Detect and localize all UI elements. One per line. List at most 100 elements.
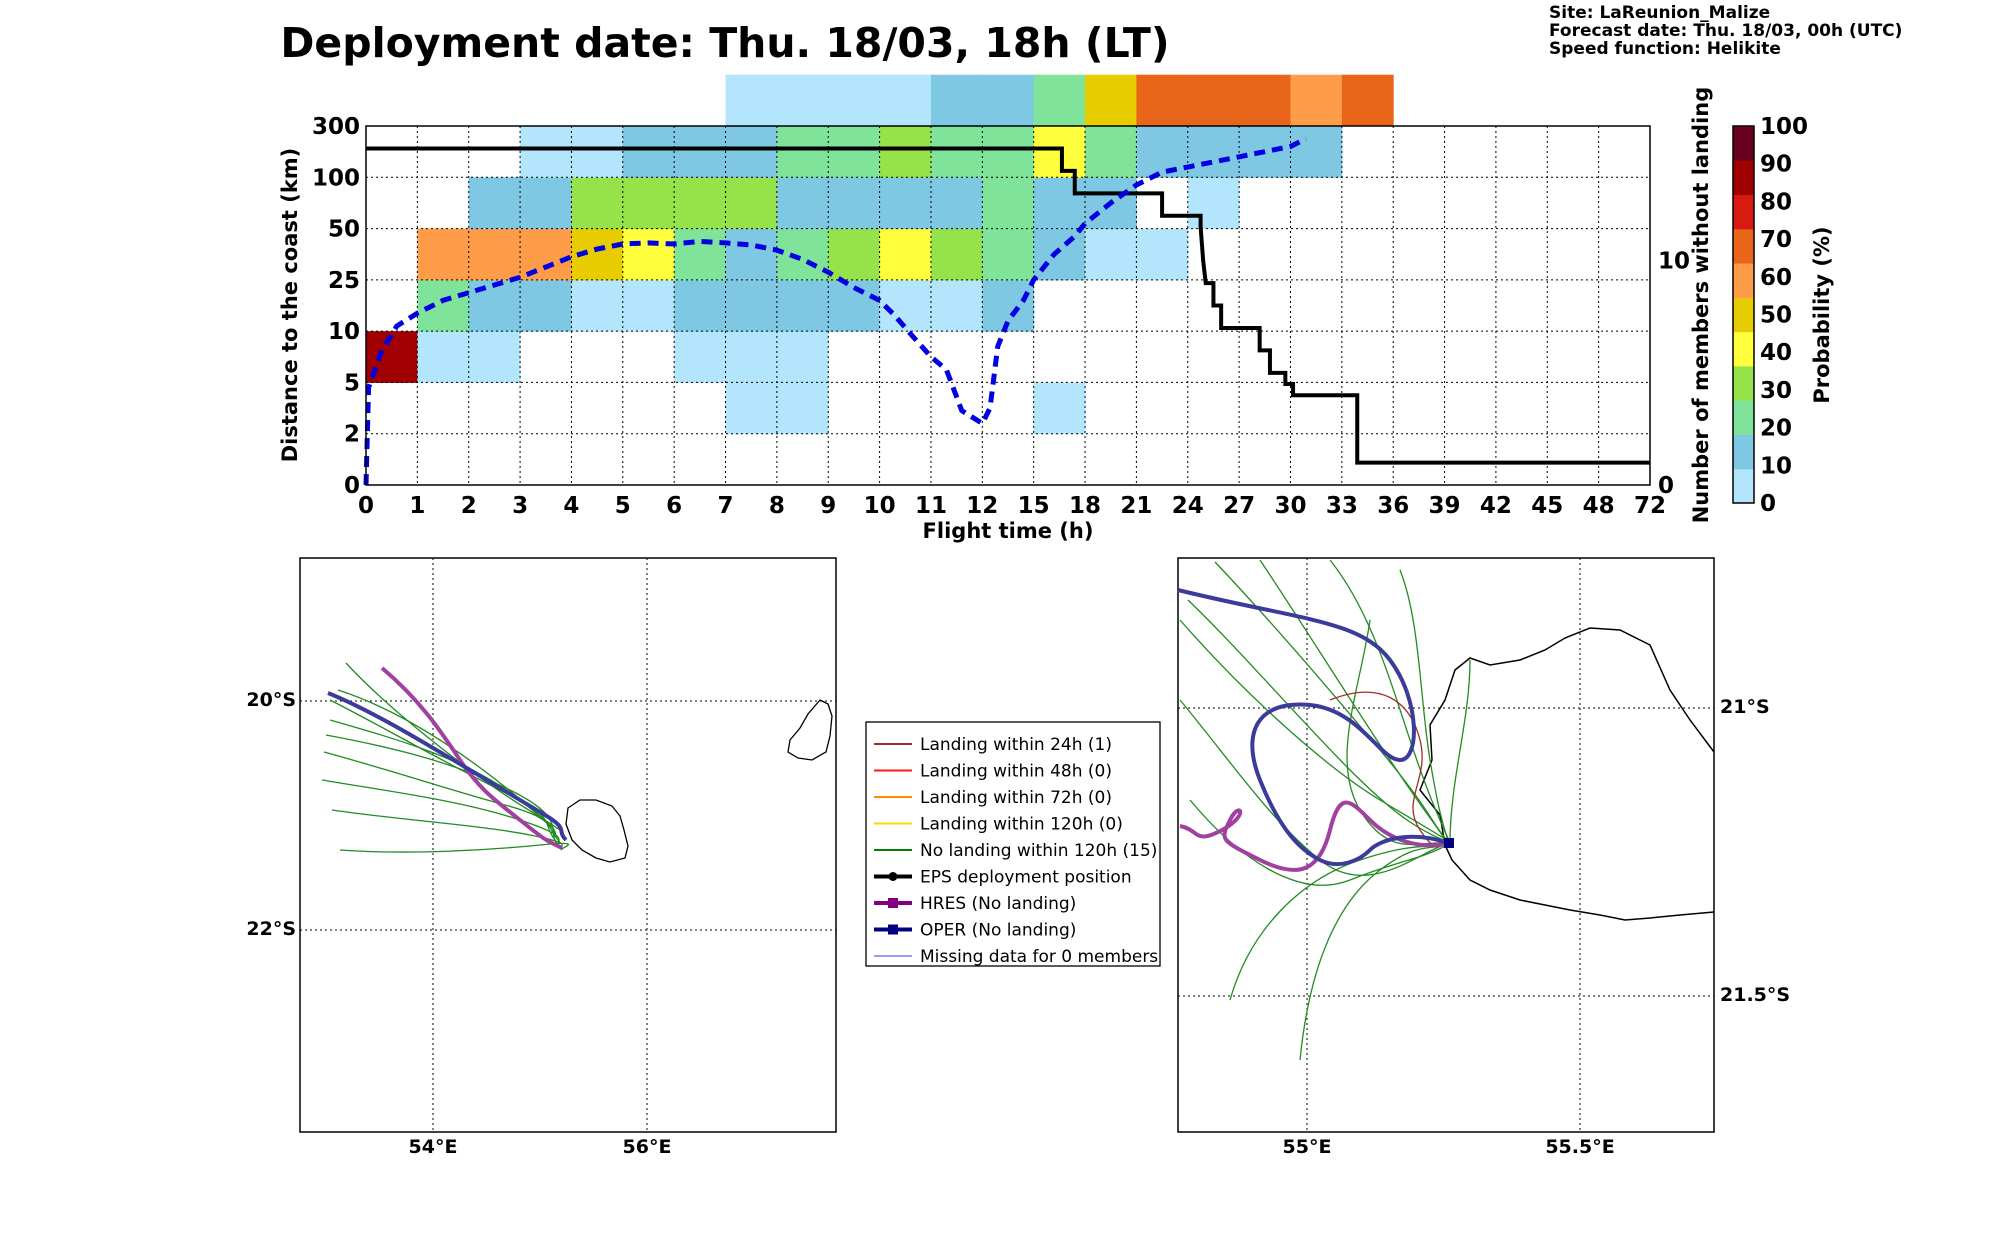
heatmap-cell-75 (1187, 74, 1240, 127)
legend-item-3: Landing within 120h (0) (874, 815, 1123, 835)
heatmap-cell-34 (1085, 228, 1137, 281)
colorbar-cell-1 (1733, 434, 1754, 470)
y-tick-50: 50 (328, 217, 360, 243)
heatmap-cell-3 (725, 382, 778, 435)
colorbar-cell-8 (1733, 194, 1754, 230)
x-tick-72: 72 (1634, 493, 1666, 519)
map-right-oper-track (1177, 588, 1449, 867)
heatmap-cell-36 (468, 177, 521, 230)
heatmap-cell-52 (622, 126, 675, 178)
heatmap-cell-30 (879, 228, 932, 281)
x-tick-15: 15 (1018, 493, 1050, 519)
heatmap-cell-56 (828, 126, 881, 178)
heatmap-cell-66 (725, 74, 778, 127)
legend-item-6: HRES (No landing) (874, 894, 1076, 914)
heatmap-cell-5 (1033, 382, 1086, 435)
heatmap-cell-49 (1187, 177, 1240, 230)
y-axis-label: Distance to the coast (km) (278, 148, 302, 463)
y-tick-10: 10 (328, 319, 360, 345)
x-tick-45: 45 (1531, 493, 1563, 519)
x-tick-12: 12 (966, 493, 998, 519)
heatmap-cell-61 (1085, 126, 1137, 178)
meta-forecast: Forecast date: Thu. 18/03, 00h (UTC) (1549, 21, 1902, 41)
colorbar-cell-7 (1733, 228, 1754, 264)
map-left-hres-track (380, 666, 563, 850)
heatmap-cell-26 (674, 228, 727, 281)
heatmap-cell-15 (725, 279, 778, 332)
x-tick-30: 30 (1274, 493, 1306, 519)
colorbar-tick-70: 70 (1760, 227, 1792, 253)
heatmap-cell-8 (776, 331, 829, 383)
heatmap-cell-62 (1136, 126, 1189, 178)
legend-label-4: No landing within 120h (15) (920, 841, 1157, 861)
meta-speed: Speed function: Helikite (1549, 39, 1781, 59)
x-tick-3: 3 (512, 493, 528, 519)
legend-label-2: Landing within 72h (0) (920, 788, 1112, 808)
y-tick-2: 2 (344, 422, 360, 448)
heatmap-cell-73 (1085, 74, 1137, 127)
heatmap-cell-59 (982, 126, 1035, 178)
colorbar-tick-60: 60 (1760, 265, 1792, 291)
legend-item-2: Landing within 72h (0) (874, 788, 1112, 808)
y-tick-100: 100 (312, 165, 360, 191)
heatmap-cell-65 (1290, 126, 1343, 178)
x-tick-7: 7 (718, 493, 734, 519)
colorbar-tick-80: 80 (1760, 189, 1792, 215)
colorbar-tick-10: 10 (1760, 453, 1792, 479)
legend-item-5: EPS deployment position (874, 868, 1132, 888)
colorbar-cell-0 (1733, 468, 1754, 504)
x-tick-42: 42 (1480, 493, 1512, 519)
members-without-landing-line (366, 146, 1650, 465)
colorbar-tick-90: 90 (1760, 152, 1792, 178)
meta-site: Site: LaReunion_Malize (1549, 3, 1770, 23)
legend-item-4: No landing within 120h (15) (874, 841, 1157, 861)
x-tick-48: 48 (1583, 493, 1615, 519)
colorbar-cell-2 (1733, 400, 1754, 435)
legend-frame (865, 721, 1161, 967)
heatmap-cell-60 (1033, 126, 1086, 178)
reunion-coast-large (1419, 627, 1715, 921)
map-left-lon-tick-1: 56°E (623, 1136, 672, 1158)
x-tick-18: 18 (1069, 493, 1101, 519)
x-tick-9: 9 (820, 493, 836, 519)
heatmap-cell-1 (417, 331, 470, 383)
heatmap-cell-29 (828, 228, 881, 281)
heatmap-cell-12 (571, 279, 624, 332)
right-axis-label: Number of members without landing (1689, 87, 1713, 524)
colorbar-cells (1733, 126, 1754, 504)
x-axis-label: Flight time (h) (923, 519, 1094, 543)
legend-item-7: OPER (No landing) (874, 921, 1076, 941)
figure-title: Deployment date: Thu. 18/03, 18h (LT) (280, 19, 1169, 67)
heatmap-cell-6 (674, 331, 727, 383)
heatmap-cell-39 (622, 177, 675, 230)
heatmap-cell-50 (520, 126, 572, 178)
heatmap-cell-58 (930, 126, 983, 178)
legend-item-0: Landing within 24h (1) (874, 735, 1112, 755)
heatmap-frame (365, 125, 1651, 486)
heatmap-cell-10 (468, 279, 521, 332)
legend-marker-5 (888, 872, 898, 881)
heatmap-cell-11 (520, 279, 572, 332)
heatmap-cell-70 (930, 74, 983, 127)
map-right-hres-track (1179, 800, 1449, 872)
heatmap-cell-69 (879, 74, 932, 127)
map-right-lon-tick-1: 55.5°E (1545, 1136, 1614, 1158)
colorbar-tick-100: 100 (1760, 114, 1808, 140)
heatmap-cell-47 (1033, 177, 1086, 230)
map-left-lat-tick-0: 20°S (246, 689, 296, 711)
colorbar-tick-20: 20 (1760, 416, 1792, 442)
heatmap-cell-19 (930, 279, 983, 332)
x-tick-11: 11 (915, 493, 947, 519)
heatmap-cell-4 (776, 382, 829, 435)
x-tick-0: 0 (358, 493, 374, 519)
heatmap-cell-74 (1136, 74, 1189, 127)
colorbar-tick-labels: 0 10 20 30 40 50 60 70 80 90 100 (1760, 114, 1808, 517)
heatmap-grid (366, 126, 1650, 485)
heatmap-cell-14 (674, 279, 727, 332)
heatmap-cell-51 (571, 126, 624, 178)
heatmap-cell-55 (776, 126, 829, 178)
right-tick-0: 0 (1658, 473, 1674, 499)
x-tick-36: 36 (1377, 493, 1409, 519)
colorbar-tick-0: 0 (1760, 491, 1776, 517)
